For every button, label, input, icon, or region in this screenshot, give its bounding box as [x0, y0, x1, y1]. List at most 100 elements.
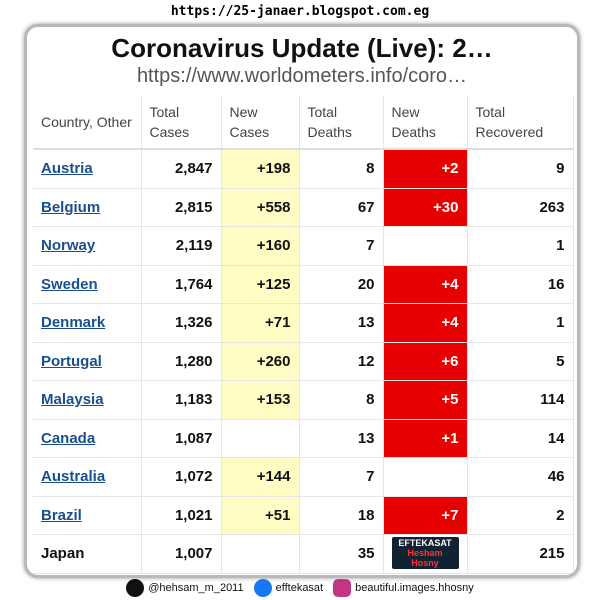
column-header: New Deaths	[383, 95, 468, 150]
header-row: Country, Other Total Cases New Cases Total …	[33, 95, 574, 150]
twitter-handle: @hehsam_m_2011	[148, 581, 244, 594]
cell-value: +1	[441, 429, 459, 447]
cell-value: 13	[357, 429, 375, 447]
table-cell: Japan	[33, 534, 142, 574]
cell-value: +144	[256, 468, 291, 486]
cell-value: 1,280	[174, 352, 213, 370]
table-cell: 13	[299, 419, 384, 458]
table-cell: 1	[467, 226, 574, 266]
cell-value: 35	[357, 545, 375, 563]
table-row: Portugal 1,280 +260 12 +6 5	[33, 342, 574, 381]
cell-value: 1,087	[174, 429, 213, 447]
footer: @hehsam_m_2011 efftekasat beautiful.imag…	[0, 578, 600, 598]
subtitle: https://www.worldometers.info/coro…	[136, 65, 468, 87]
facebook: efftekasat	[253, 579, 324, 597]
cell-value: 1	[556, 314, 565, 332]
table-cell: +260	[221, 342, 300, 381]
table-cell: 5	[467, 342, 574, 381]
cell-value: 5	[556, 352, 565, 370]
table-cell: +6	[383, 342, 468, 381]
cell-value: +260	[256, 352, 291, 370]
table-row: Malaysia 1,183 +153 8 +5 114	[33, 380, 574, 420]
cell-value: 14	[547, 429, 565, 447]
table-cell: 1,183	[141, 380, 222, 420]
table-cell: +2	[383, 149, 468, 189]
cell-value: 7	[366, 237, 375, 255]
table-cell: 20	[299, 265, 384, 304]
facebook-handle: efftekasat	[275, 581, 324, 594]
table-cell: +4	[383, 303, 468, 343]
table-cell[interactable]: Norway	[33, 226, 142, 266]
table-cell: 35	[299, 534, 384, 574]
table-cell[interactable]: Belgium	[33, 188, 142, 227]
instagram-handle: beautiful.images.hhosny	[355, 581, 474, 594]
country-name: Portugal	[41, 352, 102, 370]
cell-value: 215	[539, 545, 565, 563]
cell-value: 12	[357, 352, 375, 370]
instagram: beautiful.images.hhosny	[333, 579, 474, 597]
cell-value: +160	[256, 237, 291, 255]
column-header: New Cases	[221, 95, 300, 150]
table-row: Belgium 2,815 +558 67 +30 263	[33, 188, 574, 227]
cell-value: 2,815	[174, 198, 213, 216]
cell-value: 2	[556, 506, 565, 524]
cell-value: 13	[357, 314, 375, 332]
cell-value: +4	[441, 314, 459, 332]
table-cell: 7	[299, 226, 384, 266]
table-cell: 16	[467, 265, 574, 304]
table-cell	[383, 226, 468, 266]
table-row: Japan 1,007 35 EFTEKASAT Hesham Hosny 215	[33, 534, 574, 574]
table-cell: 14	[467, 419, 574, 458]
table-row: Brazil 1,021 +51 18 +7 2	[33, 496, 574, 535]
table-cell: 1,326	[141, 303, 222, 343]
table-cell: 263	[467, 188, 574, 227]
column-header: Country, Other	[33, 95, 142, 150]
cell-value: +153	[256, 391, 291, 409]
table-cell: +7	[383, 496, 468, 535]
cell-value: 20	[357, 275, 375, 293]
table-cell[interactable]: Australia	[33, 457, 142, 497]
table-cell[interactable]: Sweden	[33, 265, 142, 304]
cell-value: +51	[265, 506, 291, 524]
table-cell: +30	[383, 188, 468, 227]
table-cell[interactable]: Malaysia	[33, 380, 142, 420]
country-name: Australia	[41, 468, 106, 486]
table-row: Austria 2,847 +198 8 +2 9	[33, 149, 574, 189]
cell-value: 2,847	[174, 160, 213, 178]
table-cell[interactable]: Canada	[33, 419, 142, 458]
column-header: Total Cases	[141, 95, 222, 150]
table-cell: 46	[467, 457, 574, 497]
table-cell: 1,007	[141, 534, 222, 574]
country-name: Norway	[41, 237, 96, 255]
watermark-brand: EFTEKASAT	[398, 538, 452, 549]
cell-value: +7	[441, 506, 459, 524]
cell-value: 1,764	[174, 275, 213, 293]
table-cell: 18	[299, 496, 384, 535]
cell-value: +71	[265, 314, 291, 332]
table-cell[interactable]: Portugal	[33, 342, 142, 381]
country-name: Belgium	[41, 198, 101, 216]
table-cell: 2,119	[141, 226, 222, 266]
cell-value: 1,021	[174, 506, 213, 524]
column-header: Total Deaths	[299, 95, 384, 150]
table-row: Australia 1,072 +144 7 46	[33, 457, 574, 497]
table-cell[interactable]: Brazil	[33, 496, 142, 535]
card: Coronavirus Update (Live): 2… https://ww…	[24, 24, 580, 578]
table-cell: 67	[299, 188, 384, 227]
table-body: Austria 2,847 +198 8 +2 9 Belgium 2,815 +558 67 +3…	[33, 149, 574, 574]
table-cell[interactable]: Austria	[33, 149, 142, 189]
table-row: Denmark 1,326 +71 13 +4 1	[33, 303, 574, 343]
table-cell: 8	[299, 380, 384, 420]
cell-value: 67	[357, 198, 375, 216]
table-cell[interactable]: Denmark	[33, 303, 142, 343]
cell-value: +6	[441, 352, 459, 370]
cell-value: 1,007	[174, 545, 213, 563]
cell-value: +2	[441, 160, 459, 178]
table-row: Norway 2,119 +160 7 1	[33, 226, 574, 266]
country-name: Denmark	[41, 314, 106, 332]
table-cell: +51	[221, 496, 300, 535]
title: Coronavirus Update (Live): 2…	[111, 33, 493, 63]
table-cell: EFTEKASAT Hesham Hosny	[383, 534, 468, 574]
country-name: Austria	[41, 160, 93, 178]
